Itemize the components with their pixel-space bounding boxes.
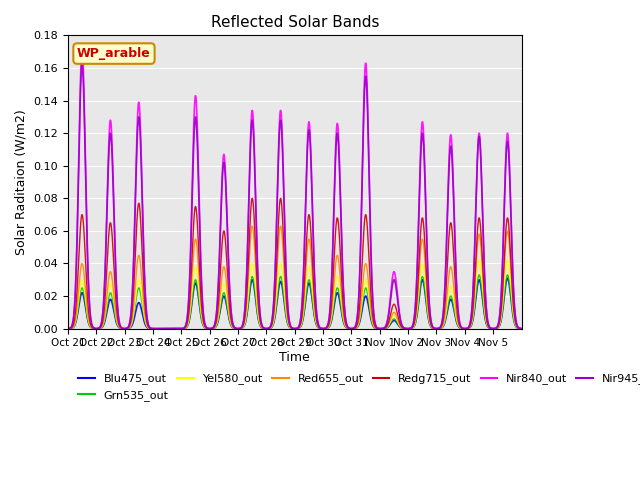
Legend: Blu475_out, Grn535_out, Yel580_out, Red655_out, Redg715_out, Nir840_out, Nir945_: Blu475_out, Grn535_out, Yel580_out, Red6… xyxy=(74,369,640,405)
Text: WP_arable: WP_arable xyxy=(77,47,151,60)
Y-axis label: Solar Raditaion (W/m2): Solar Raditaion (W/m2) xyxy=(15,109,28,255)
X-axis label: Time: Time xyxy=(280,351,310,364)
Title: Reflected Solar Bands: Reflected Solar Bands xyxy=(211,15,379,30)
